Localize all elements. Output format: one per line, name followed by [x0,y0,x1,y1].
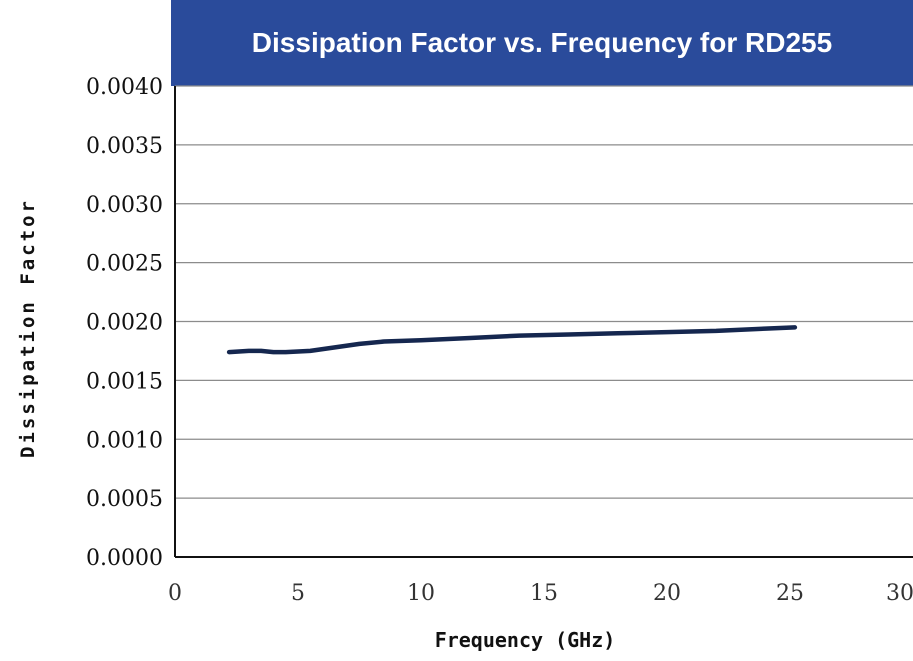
y-tick-label-0: 0.0000 [86,546,163,571]
x-tick-labels: 0 5 10 15 20 25 30 [168,581,913,606]
gridlines [175,85,913,499]
x-tick-label-2: 10 [407,581,435,606]
y-tick-label-3: 0.0015 [86,369,163,394]
y-tick-label-4: 0.0020 [86,311,163,336]
y-tick-labels: 0.0000 0.0005 0.0010 0.0015 0.0020 0.0025 0.00… [86,75,163,571]
x-tick-label-1: 5 [291,581,305,606]
axes [174,86,913,558]
x-tick-label-5: 25 [776,581,804,606]
x-tick-label-4: 20 [653,581,681,606]
chart-title: Dissipation Factor vs. Frequency for RD2… [171,0,913,86]
x-tick-label-6: 30 [886,581,913,606]
x-tick-label-3: 15 [530,581,558,606]
y-tick-label-5: 0.0025 [86,252,163,277]
y-tick-label-8: 0.0040 [86,75,163,100]
y-tick-label-1: 0.0005 [86,487,163,512]
series-group [226,325,798,355]
series-line-0 [226,325,798,355]
x-axis-label: Frequency (GHz) [434,628,616,652]
y-axis-label: Dissipation Factor [17,198,39,458]
y-tick-label-7: 0.0035 [86,134,163,159]
x-tick-label-0: 0 [168,581,182,606]
y-tick-label-6: 0.0030 [86,193,163,218]
y-tick-label-2: 0.0010 [86,428,163,453]
